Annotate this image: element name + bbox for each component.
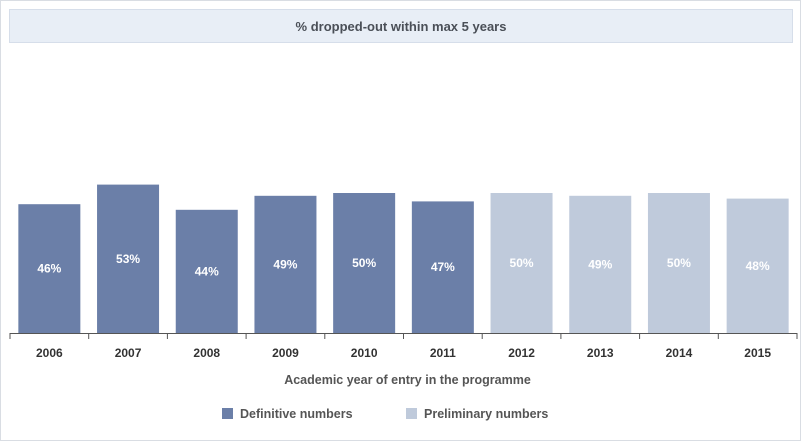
x-tick-label-2008: 2008 [193, 346, 220, 360]
bar-value-label-2013: 49% [588, 257, 612, 271]
bar-2009 [254, 195, 317, 333]
bar-value-label-2010: 50% [352, 256, 376, 270]
x-tick-label-2013: 2013 [587, 346, 614, 360]
x-tick-label-2012: 2012 [508, 346, 535, 360]
x-tick-label-2010: 2010 [351, 346, 378, 360]
legend-label-definitive: Definitive numbers [240, 407, 353, 421]
legend-label-preliminary: Preliminary numbers [424, 407, 548, 421]
x-axis-title: Academic year of entry in the programme [284, 373, 531, 387]
x-tick-label-2014: 2014 [666, 346, 693, 360]
bar-2011 [411, 201, 474, 333]
bar-2008 [175, 209, 238, 333]
x-tick-label-2011: 2011 [430, 346, 456, 360]
bar-2007 [97, 184, 160, 333]
x-tick-label-2006: 2006 [36, 346, 63, 360]
bar-2006 [18, 204, 81, 333]
bar-2010 [333, 193, 396, 333]
legend-swatch-preliminary [406, 408, 417, 419]
bar-value-label-2008: 44% [195, 264, 219, 278]
bar-value-label-2014: 50% [667, 256, 691, 270]
bar-2015 [726, 198, 789, 333]
bar-value-label-2011: 47% [431, 260, 455, 274]
bar-2014 [647, 193, 710, 333]
bar-value-label-2009: 49% [273, 257, 297, 271]
bar-2013 [569, 195, 632, 333]
bar-value-label-2007: 53% [116, 252, 140, 266]
bar-value-label-2015: 48% [746, 259, 770, 273]
x-tick-label-2007: 2007 [115, 346, 142, 360]
chart-title: % dropped-out within max 5 years [9, 9, 793, 43]
bar-value-label-2006: 46% [37, 262, 61, 276]
legend-swatch-definitive [222, 408, 233, 419]
bar-value-label-2012: 50% [510, 256, 534, 270]
bar-2012 [490, 193, 553, 333]
x-tick-label-2015: 2015 [744, 346, 771, 360]
x-tick-label-2009: 2009 [272, 346, 299, 360]
